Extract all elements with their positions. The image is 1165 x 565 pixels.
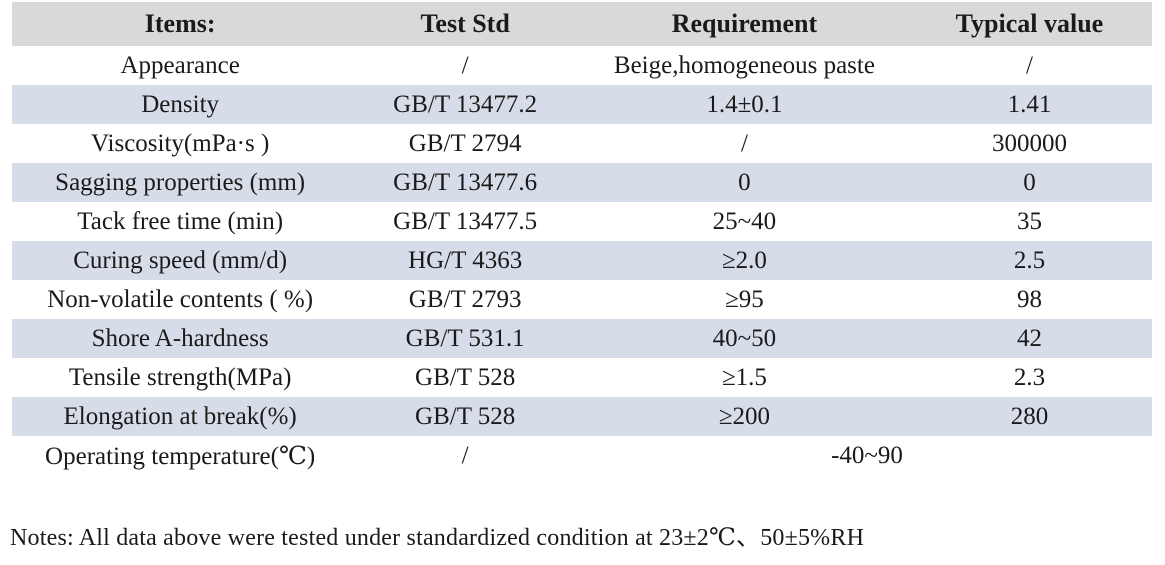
typical-value-cell: 35 [1016,207,1042,235]
notes-text: Notes: All data above were tested under … [10,525,865,551]
requirement-cell: 25~40 [712,207,777,235]
requirement-cell: ≥1.5 [721,363,767,391]
column-header-items: Items: [12,2,349,46]
item-cell: Appearance [120,51,240,79]
typical-value-cell: / [1025,51,1033,79]
column-header-requirement: Requirement [581,2,907,46]
test-std-cell: GB/T 2793 [408,285,522,313]
item-cell: Sagging properties (mm) [55,168,306,196]
test-std-cell: GB/T 13477.6 [393,168,538,196]
item-cell: Viscosity(mPa·s ) [90,129,270,157]
typical-value-cell: 0 [1023,168,1036,196]
test-std-cell: / [461,51,469,79]
typical-value-cell: 98 [1016,285,1042,313]
test-std-cell: HG/T 4363 [408,246,523,274]
test-std-cell: GB/T 2794 [408,129,522,157]
test-std-cell: GB/T 531.1 [405,324,525,352]
item-cell: Elongation at break(%) [63,402,297,430]
table-row: Sagging properties (mm) GB/T 13477.6 0 0 [12,163,1152,202]
table-row: Tack free time (min) GB/T 13477.5 25~40 … [12,202,1152,241]
requirement-cell: ≥2.0 [721,246,767,274]
table-row: Appearance / Beige,homogeneous paste / [12,46,1152,85]
requirement-cell: -40~90 [831,441,903,469]
item-cell: Non-volatile contents ( %) [47,285,314,313]
column-header-test-std: Test Std [348,2,582,46]
test-std-cell: GB/T 528 [415,402,516,430]
table-row: Elongation at break(%) GB/T 528 ≥200 280 [12,397,1152,436]
requirement-cell: Beige,homogeneous paste [613,51,875,79]
table-row: Density GB/T 13477.2 1.4±0.1 1.41 [12,85,1152,124]
item-cell: Operating temperature(℃) [45,442,316,470]
header-row: Items: Test Std Requirement Typical valu… [12,2,1152,46]
item-cell: Curing speed (mm/d) [73,246,288,274]
typical-value-cell: 1.41 [1007,90,1052,118]
item-cell: Tensile strength(MPa) [68,363,292,391]
table-row: Tensile strength(MPa) GB/T 528 ≥1.5 2.3 [12,358,1152,397]
table-row: Curing speed (mm/d) HG/T 4363 ≥2.0 2.5 [12,241,1152,280]
requirement-cell: / [740,129,748,157]
requirement-cell: 1.4±0.1 [706,90,783,118]
typical-value-cell: 2.5 [1013,246,1046,274]
table-header: Items: Test Std Requirement Typical valu… [12,2,1152,46]
test-std-cell: / [461,441,469,469]
typical-value-cell: 42 [1016,324,1042,352]
requirement-cell: ≥95 [725,285,764,313]
requirement-cell: 0 [738,168,751,196]
item-cell: Tack free time (min) [77,207,284,235]
column-header-typical-value: Typical value [906,2,1152,46]
table-row: Non-volatile contents ( %) GB/T 2793 ≥95… [12,280,1152,319]
table-body: Appearance / Beige,homogeneous paste / D… [12,46,1152,475]
spec-table: Items: Test Std Requirement Typical valu… [12,2,1152,475]
item-cell: Shore A-hardness [91,324,269,352]
table-row: Viscosity(mPa·s ) GB/T 2794 / 300000 [12,124,1152,163]
requirement-cell: 40~50 [712,324,777,352]
table-row: Operating temperature(℃) / -40~90 [12,436,1152,475]
requirement-cell: ≥200 [718,402,771,430]
typical-value-cell: 300000 [991,129,1067,157]
test-std-cell: GB/T 13477.5 [393,207,538,235]
test-std-cell: GB/T 13477.2 [393,90,538,118]
typical-value-cell: 2.3 [1013,363,1046,391]
typical-value-cell: 280 [1010,402,1049,430]
test-std-cell: GB/T 528 [415,363,516,391]
item-cell: Density [141,90,220,118]
table-row: Shore A-hardness GB/T 531.1 40~50 42 [12,319,1152,358]
